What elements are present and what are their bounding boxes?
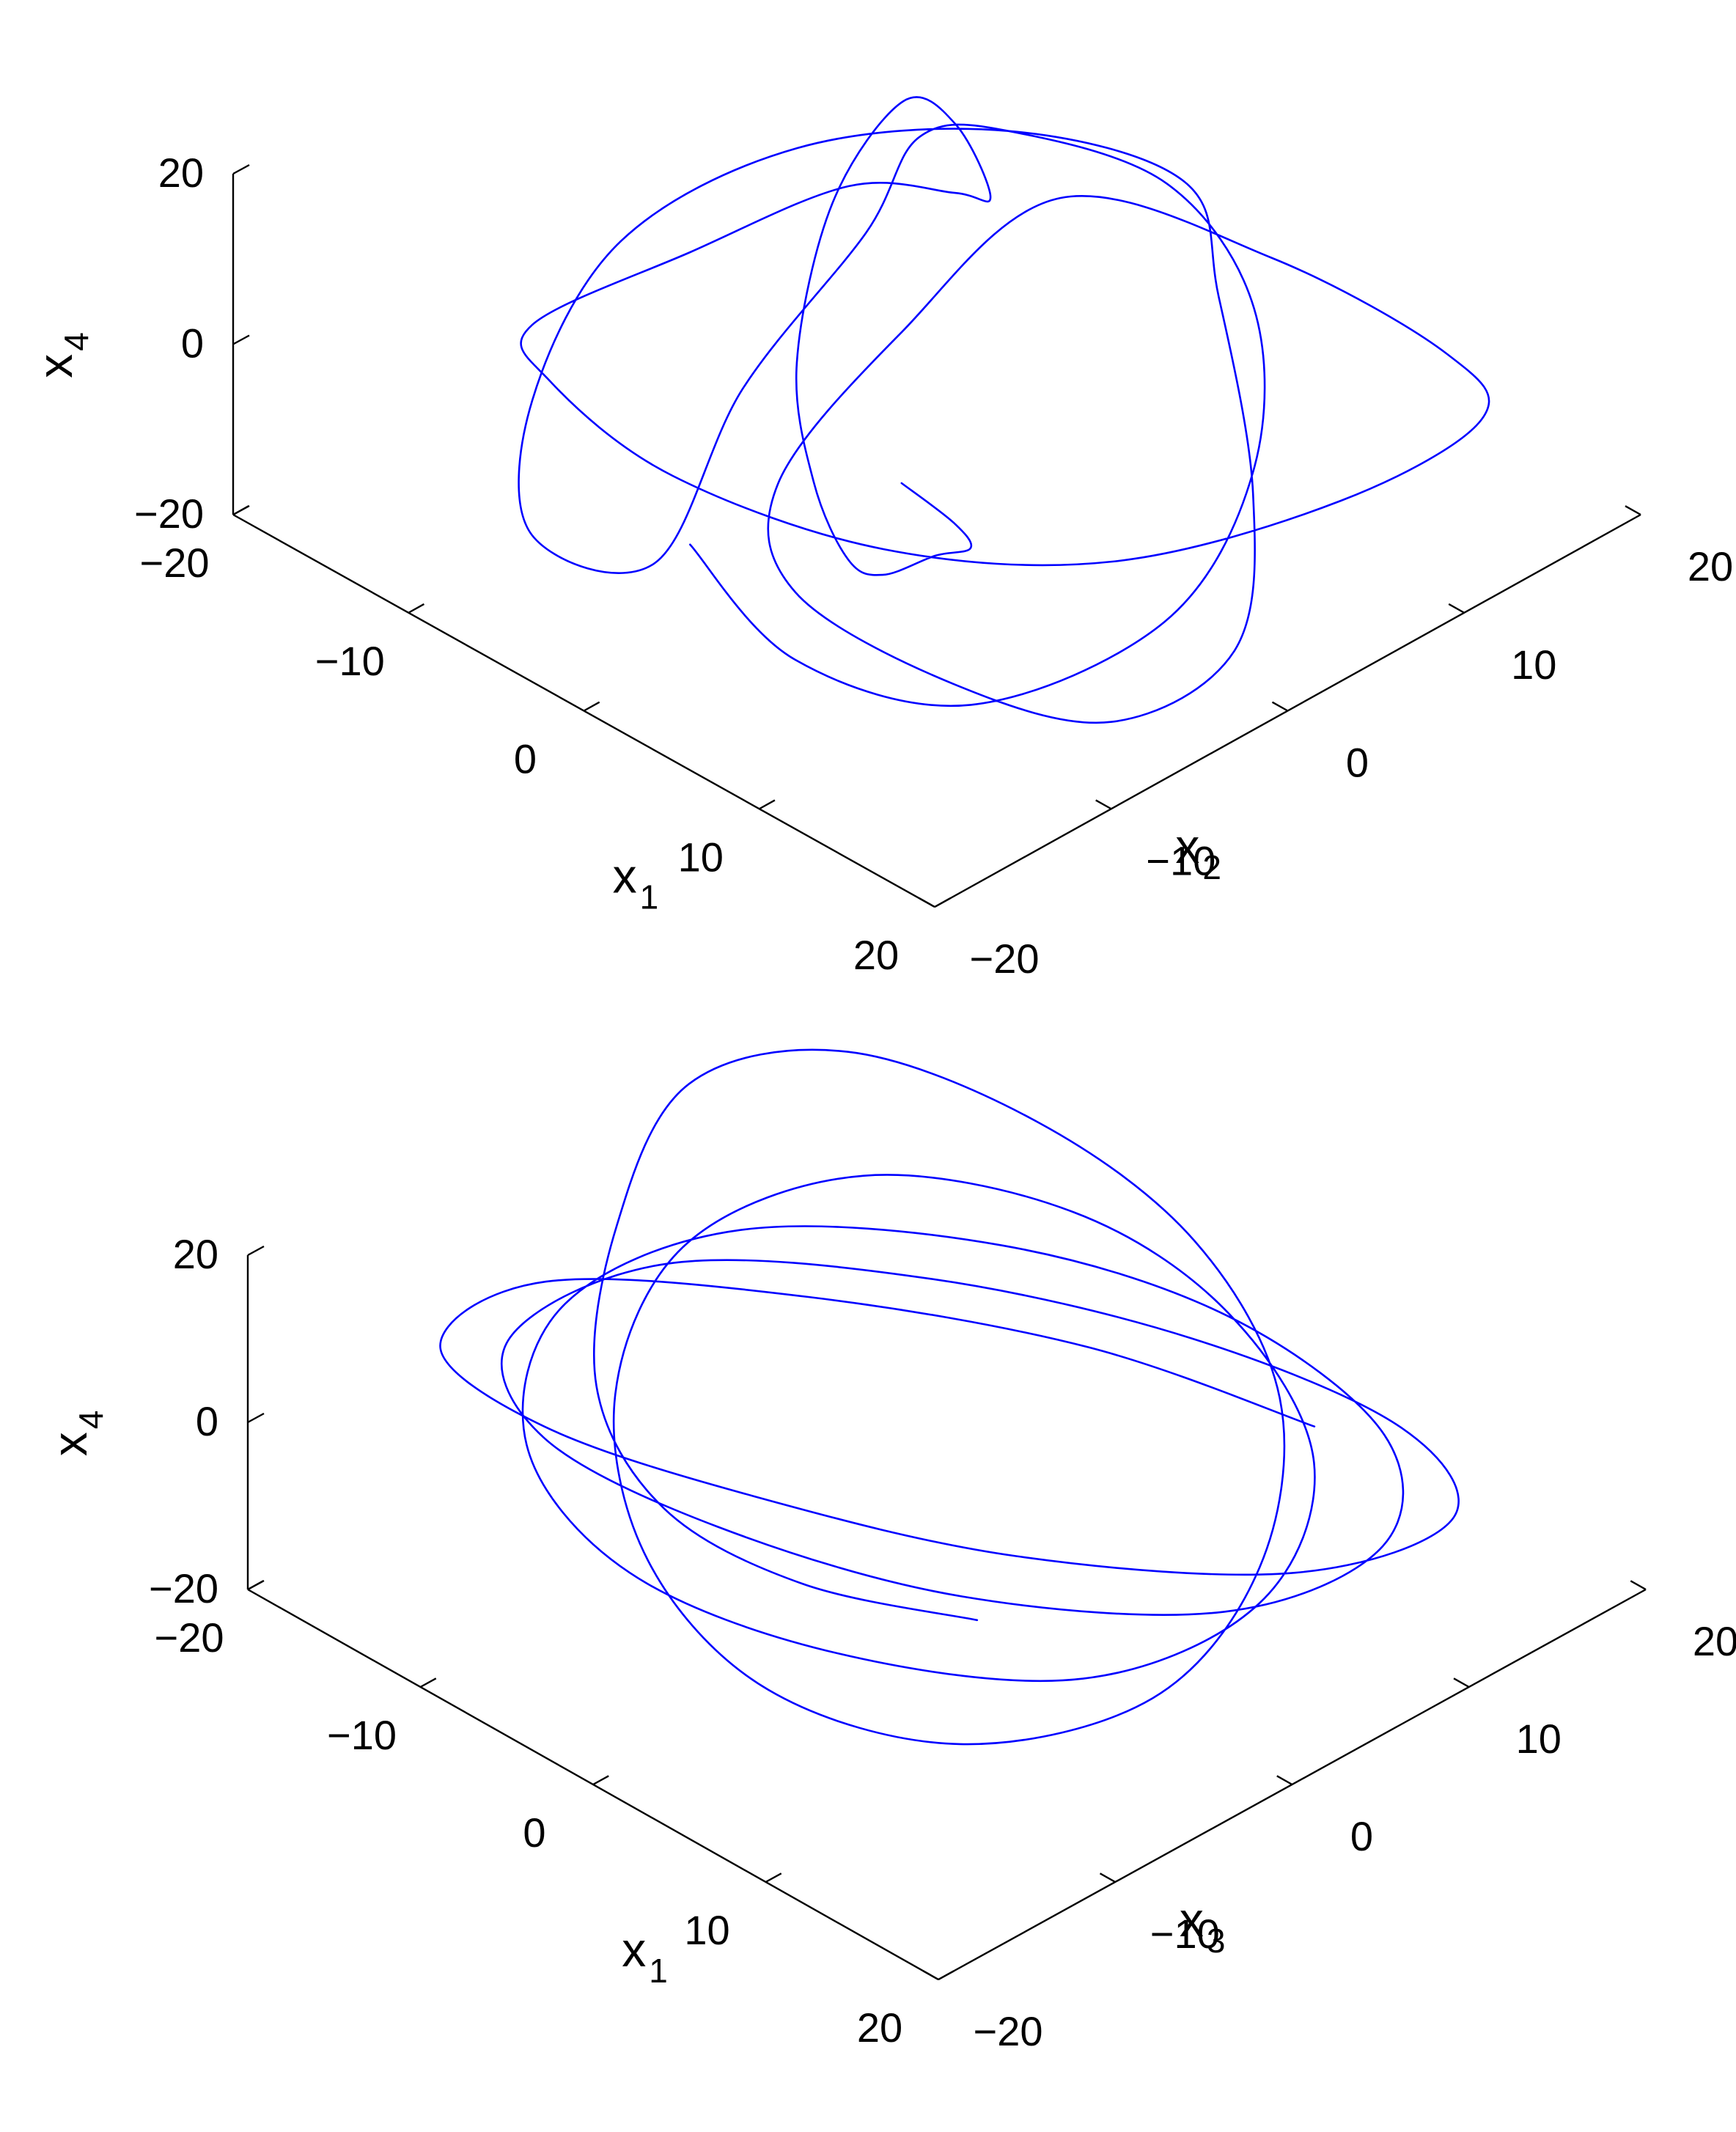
- x1-tick: [419, 1677, 437, 1688]
- trajectory-line: [518, 96, 1490, 724]
- z-tick: [232, 334, 250, 345]
- z-tick-label: 20: [158, 150, 204, 196]
- y-tick: [1276, 1775, 1293, 1786]
- x1-tick: [759, 799, 776, 810]
- x1-tick: [765, 1872, 782, 1883]
- z-tick: [232, 504, 250, 516]
- y-tick-label: 0: [1346, 740, 1369, 786]
- x1-tick: [934, 897, 951, 908]
- y-tick: [1453, 1677, 1470, 1688]
- y-tick: [922, 1970, 939, 1981]
- x1-tick-label: 20: [857, 2004, 902, 2051]
- plot-panel-x1-x2-x4: −20 −10 0 10 20 −20 −10 0 10 20 −20 0 20 x1 x2 x4: [28, 96, 1733, 982]
- plot-panel-x1-x3-x4: −20 −10 0 10 20 −20 −10 0 10 20 −20 0 20 x1 x3 x4: [43, 1048, 1736, 2054]
- x1-tick-label: −20: [155, 1614, 224, 1661]
- y-tick: [919, 897, 935, 908]
- x1-tick-label: −10: [315, 638, 385, 684]
- x1-tick: [938, 1970, 955, 1981]
- y-tick-label: −20: [974, 2008, 1043, 2054]
- x-axis-title: x1: [613, 849, 659, 916]
- z-tick-label: 0: [181, 320, 204, 367]
- y-tick: [1625, 505, 1641, 516]
- y-tick-label: 0: [1350, 1813, 1373, 1859]
- y-tick: [1630, 1580, 1647, 1591]
- y-tick: [1271, 701, 1289, 712]
- y-axis-title: x3: [1180, 1892, 1226, 1960]
- z-tick: [232, 163, 250, 175]
- y-tick: [1448, 603, 1465, 614]
- y-axis-title: x2: [1175, 819, 1221, 886]
- z-tick: [247, 1412, 265, 1424]
- x1-tick-label: 10: [678, 834, 724, 880]
- y-tick-label: 20: [1688, 543, 1733, 589]
- x1-tick-label: 10: [684, 1907, 729, 1953]
- x1-tick-label: 0: [514, 736, 537, 782]
- x1-tick-label: 0: [523, 1809, 545, 1856]
- trajectory-line: [439, 1048, 1460, 1746]
- z-tick: [247, 1245, 265, 1257]
- z-tick-label: −20: [134, 490, 204, 537]
- y-tick-label: −10: [1150, 1911, 1220, 1957]
- x1-tick: [408, 603, 425, 614]
- x1-tick-label: −10: [327, 1712, 397, 1758]
- y-tick-label: −10: [1146, 837, 1215, 883]
- z-tick-label: 0: [196, 1398, 218, 1444]
- y-tick-label: 10: [1516, 1716, 1562, 1762]
- y-tick-label: 20: [1693, 1618, 1736, 1664]
- z-axis-title: x4: [28, 332, 95, 378]
- y-tick-label: −20: [970, 935, 1040, 982]
- x1-tick: [583, 701, 600, 712]
- z-axis-title: x4: [43, 1411, 110, 1457]
- x1-tick-label: 20: [853, 932, 899, 978]
- x1-tick: [592, 1775, 609, 1786]
- y-tick: [1095, 799, 1112, 810]
- z-tick-label: −20: [149, 1565, 218, 1611]
- x1-tick-label: −20: [140, 540, 210, 586]
- y-tick: [1099, 1872, 1116, 1883]
- z-tick-label: 20: [173, 1231, 218, 1277]
- x-axis-title: x1: [622, 1922, 668, 1990]
- y-tick-label: 10: [1511, 642, 1556, 688]
- z-tick: [247, 1579, 265, 1591]
